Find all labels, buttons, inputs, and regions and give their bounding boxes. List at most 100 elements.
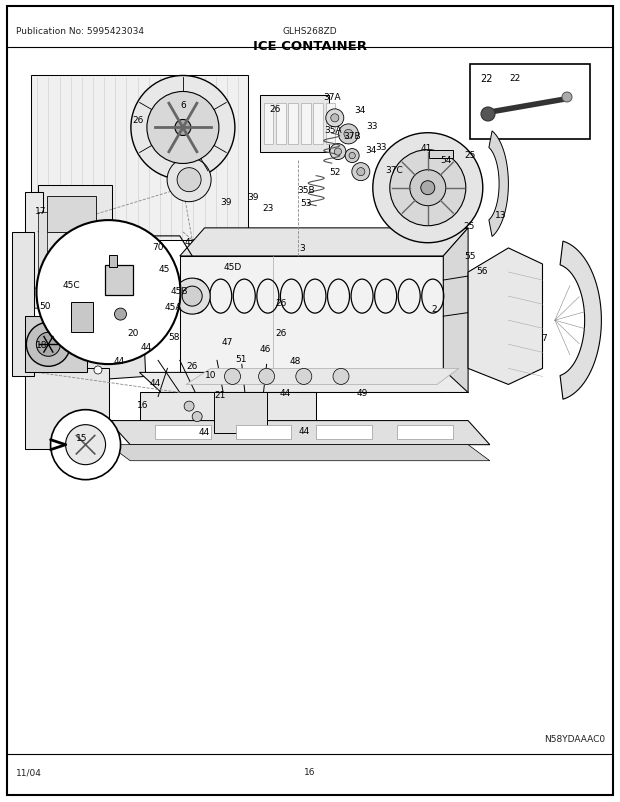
Text: 26: 26 xyxy=(276,298,287,308)
Text: 45A: 45A xyxy=(165,302,182,312)
Text: 10: 10 xyxy=(205,371,216,380)
Polygon shape xyxy=(429,151,453,159)
Circle shape xyxy=(224,369,241,385)
Circle shape xyxy=(177,168,201,192)
Text: 45C: 45C xyxy=(63,280,80,290)
Text: 37A: 37A xyxy=(324,93,341,103)
Text: 26: 26 xyxy=(276,328,287,338)
Circle shape xyxy=(259,369,275,385)
Text: 25: 25 xyxy=(464,221,475,231)
Text: 70: 70 xyxy=(153,242,164,252)
Text: 11/04: 11/04 xyxy=(16,768,42,776)
FancyBboxPatch shape xyxy=(105,265,133,296)
Polygon shape xyxy=(313,104,323,144)
Text: 33: 33 xyxy=(375,143,386,152)
Circle shape xyxy=(339,125,358,144)
Circle shape xyxy=(345,149,359,164)
Text: 47: 47 xyxy=(221,337,232,346)
Polygon shape xyxy=(186,241,456,345)
Circle shape xyxy=(326,110,344,128)
Circle shape xyxy=(51,410,120,480)
Text: 2: 2 xyxy=(431,305,437,314)
Text: 56: 56 xyxy=(477,266,488,276)
Text: 45: 45 xyxy=(159,264,170,273)
Text: 22: 22 xyxy=(480,74,492,84)
Circle shape xyxy=(37,221,180,365)
Circle shape xyxy=(131,76,235,180)
Circle shape xyxy=(481,107,495,122)
Circle shape xyxy=(115,309,126,321)
Text: 34: 34 xyxy=(354,105,365,115)
Circle shape xyxy=(421,181,435,196)
Text: Publication No: 5995423034: Publication No: 5995423034 xyxy=(16,27,144,36)
Polygon shape xyxy=(288,104,298,144)
Circle shape xyxy=(410,171,446,206)
Polygon shape xyxy=(180,229,468,257)
Text: 7: 7 xyxy=(541,334,547,343)
Text: 22: 22 xyxy=(509,74,520,83)
Circle shape xyxy=(94,341,102,349)
Circle shape xyxy=(192,412,202,422)
Text: 16: 16 xyxy=(304,768,316,776)
Polygon shape xyxy=(468,249,542,385)
Polygon shape xyxy=(180,257,443,393)
Polygon shape xyxy=(560,242,601,399)
Polygon shape xyxy=(87,305,146,381)
Text: 39: 39 xyxy=(247,192,259,202)
Polygon shape xyxy=(140,373,468,393)
Text: 15: 15 xyxy=(76,433,87,443)
Text: 44: 44 xyxy=(199,427,210,436)
Text: GLHS268ZD: GLHS268ZD xyxy=(283,27,337,36)
Text: 6: 6 xyxy=(180,100,186,110)
Circle shape xyxy=(349,153,355,160)
Text: 21: 21 xyxy=(215,390,226,399)
Polygon shape xyxy=(140,393,316,421)
Text: 26: 26 xyxy=(187,361,198,371)
Text: 39: 39 xyxy=(221,197,232,207)
Polygon shape xyxy=(38,186,112,274)
Text: 44: 44 xyxy=(113,356,125,366)
Circle shape xyxy=(330,144,346,160)
Text: 44: 44 xyxy=(149,378,161,387)
Circle shape xyxy=(184,402,194,411)
Polygon shape xyxy=(260,96,329,152)
Circle shape xyxy=(390,151,466,226)
Text: 33: 33 xyxy=(366,121,378,131)
Text: 34: 34 xyxy=(365,146,376,156)
Text: N58YDAAAC0: N58YDAAAC0 xyxy=(544,735,605,743)
Circle shape xyxy=(334,149,342,156)
Polygon shape xyxy=(25,289,51,309)
Polygon shape xyxy=(25,369,108,449)
Polygon shape xyxy=(236,425,291,439)
Polygon shape xyxy=(46,196,96,233)
FancyBboxPatch shape xyxy=(470,65,590,140)
Text: 48: 48 xyxy=(290,356,301,366)
Circle shape xyxy=(94,315,102,323)
Text: 25: 25 xyxy=(464,151,476,160)
Text: 50: 50 xyxy=(39,302,50,311)
Text: 20: 20 xyxy=(128,328,139,338)
Text: 35B: 35B xyxy=(298,185,315,195)
Polygon shape xyxy=(38,213,46,273)
Text: 37B: 37B xyxy=(343,132,361,141)
Polygon shape xyxy=(264,104,273,144)
Circle shape xyxy=(562,93,572,103)
Circle shape xyxy=(94,367,102,375)
Circle shape xyxy=(27,323,70,367)
Polygon shape xyxy=(25,192,43,297)
Text: 45D: 45D xyxy=(223,262,242,272)
Polygon shape xyxy=(31,76,248,241)
Text: 16: 16 xyxy=(137,400,148,410)
Text: 35A: 35A xyxy=(325,126,342,136)
Polygon shape xyxy=(155,425,211,439)
Polygon shape xyxy=(12,233,34,377)
Text: 17: 17 xyxy=(35,206,46,216)
Circle shape xyxy=(175,120,191,136)
Circle shape xyxy=(37,333,60,357)
FancyBboxPatch shape xyxy=(108,256,117,268)
Text: 52: 52 xyxy=(329,168,340,177)
Circle shape xyxy=(174,279,210,314)
Polygon shape xyxy=(316,425,372,439)
Circle shape xyxy=(356,168,365,176)
Polygon shape xyxy=(276,104,286,144)
